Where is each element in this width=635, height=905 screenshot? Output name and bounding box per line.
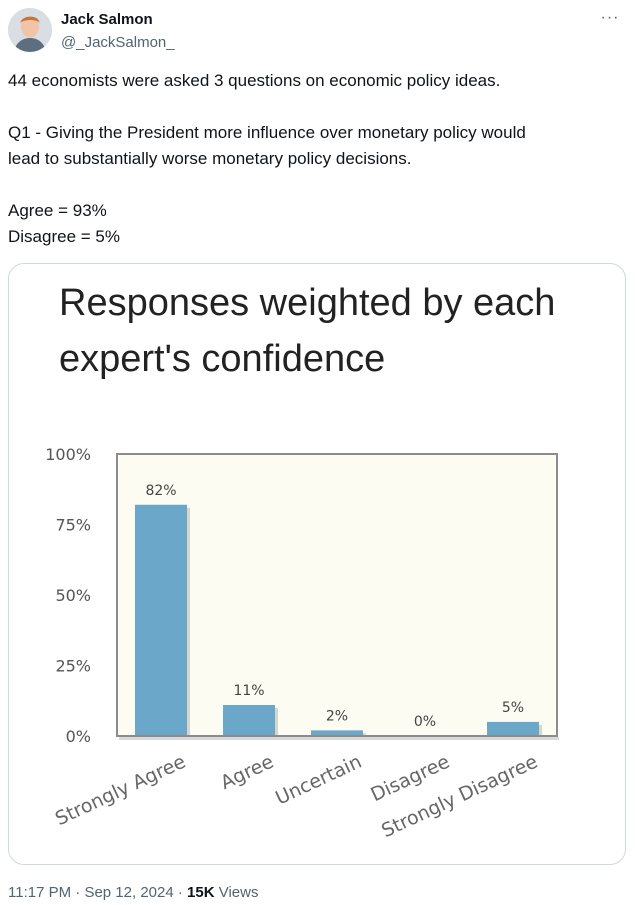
bar	[487, 721, 539, 736]
tweet-footer: 11:17 PM · Sep 12, 2024 · 15K Views	[8, 884, 258, 901]
data-label: 0%	[414, 714, 436, 730]
data-label: 11%	[233, 683, 264, 699]
y-tick-label: 100%	[45, 445, 91, 464]
plot-area	[117, 454, 557, 736]
plot-frame	[116, 453, 558, 737]
y-tick-label: 0%	[66, 727, 91, 746]
x-tick-label: Strongly Disagree	[378, 751, 541, 843]
ellipsis-icon: ···	[600, 9, 620, 26]
y-tick-label: 50%	[55, 586, 91, 605]
y-tick-label: 25%	[55, 657, 91, 676]
data-label: 82%	[145, 483, 176, 499]
data-label: 5%	[502, 700, 524, 716]
y-tick-label: 75%	[55, 516, 91, 535]
tweet-time[interactable]: 11:17 PM	[8, 884, 72, 901]
author-handle[interactable]: @_JackSalmon_	[61, 34, 175, 51]
x-tick-label: Uncertain	[272, 751, 365, 810]
x-tick-label: Strongly Agree	[52, 751, 189, 831]
views-count: 15K	[187, 884, 215, 901]
bar-chart: Responses weighted by each expert's conf…	[45, 282, 559, 843]
views-label: Views	[214, 884, 259, 901]
chart-subtitle: expert's confidence	[59, 338, 385, 380]
more-options-button[interactable]: ···	[597, 10, 623, 30]
tweet-line: Disagree = 5%	[8, 227, 120, 246]
avatar[interactable]	[8, 8, 52, 52]
separator: ·	[71, 884, 85, 901]
author-name[interactable]: Jack Salmon	[61, 11, 153, 28]
tweet-line: Agree = 93%	[8, 201, 107, 220]
tweet-line: 44 economists were asked 3 questions on …	[8, 71, 501, 90]
separator: ·	[173, 884, 188, 901]
tweet-date[interactable]: Sep 12, 2024	[84, 884, 174, 901]
bar	[311, 730, 363, 736]
profile-photo-icon	[8, 8, 52, 52]
bar	[135, 504, 187, 736]
plot-frame-shadow	[119, 737, 559, 740]
chart-image[interactable]: Responses weighted by each expert's conf…	[8, 263, 626, 865]
chart-title: Responses weighted by each	[59, 282, 555, 324]
data-label: 2%	[326, 708, 348, 724]
x-tick-label: Agree	[217, 751, 277, 795]
bar	[223, 704, 275, 736]
tweet-line: Q1 - Giving the President more influence…	[8, 123, 526, 142]
tweet-text: 44 economists were asked 3 questions on …	[8, 68, 618, 250]
tweet-line: lead to substantially worse monetary pol…	[8, 149, 412, 168]
tweet-header: Jack Salmon @_JackSalmon_ ···	[8, 8, 627, 56]
